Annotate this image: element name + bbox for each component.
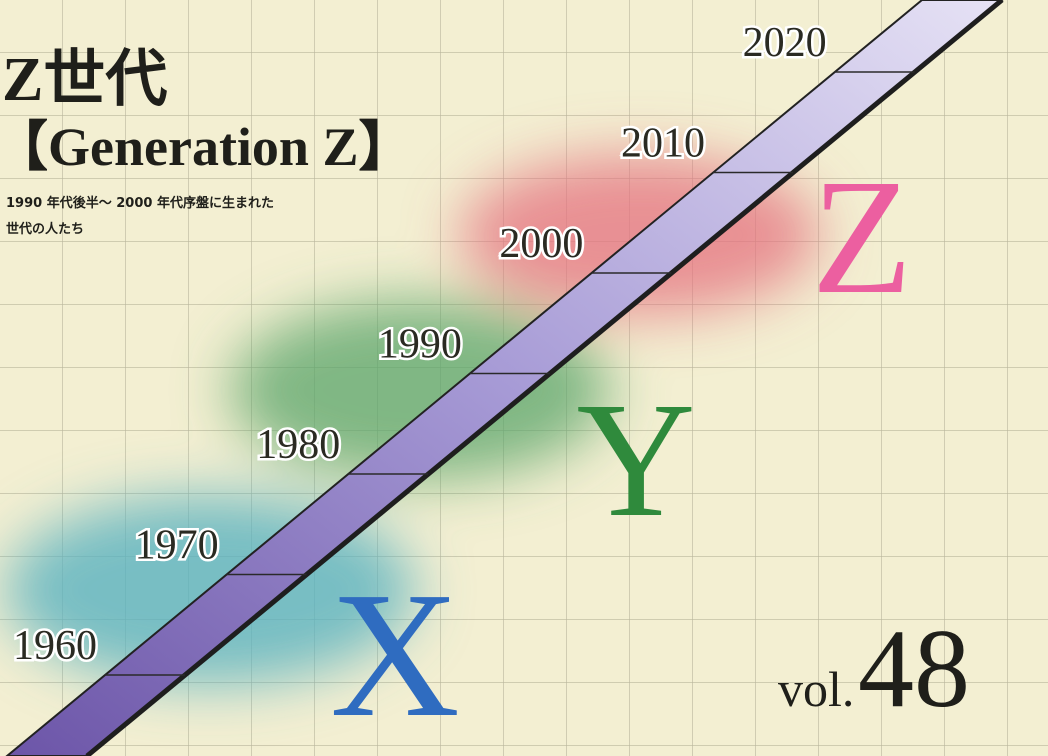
- description: 世代の人たち: [6, 221, 84, 237]
- year-label: 1990: [378, 322, 462, 368]
- title: Z世代: [2, 46, 167, 114]
- year-label: 2010: [621, 121, 705, 167]
- subtitle: 【Generation Z】: [0, 117, 412, 177]
- year-label: 1980: [256, 422, 340, 468]
- year-label: 2020: [743, 20, 827, 66]
- letter-z: Z: [812, 145, 913, 328]
- letter-x: X: [330, 555, 460, 754]
- issue-number: 48: [858, 607, 970, 731]
- description: 1990 年代後半〜 2000 年代序盤に生まれた: [6, 195, 274, 211]
- year-label: 1970: [135, 523, 219, 569]
- letter-y: Y: [576, 368, 695, 551]
- year-label: 2000: [499, 221, 583, 267]
- issue-prefix: vol.: [778, 661, 854, 717]
- cover: 1960 1970 1980 1990 2000 2010 2020 X Y Z Z世代 【…: [0, 0, 1048, 756]
- year-label: 1960: [13, 623, 97, 669]
